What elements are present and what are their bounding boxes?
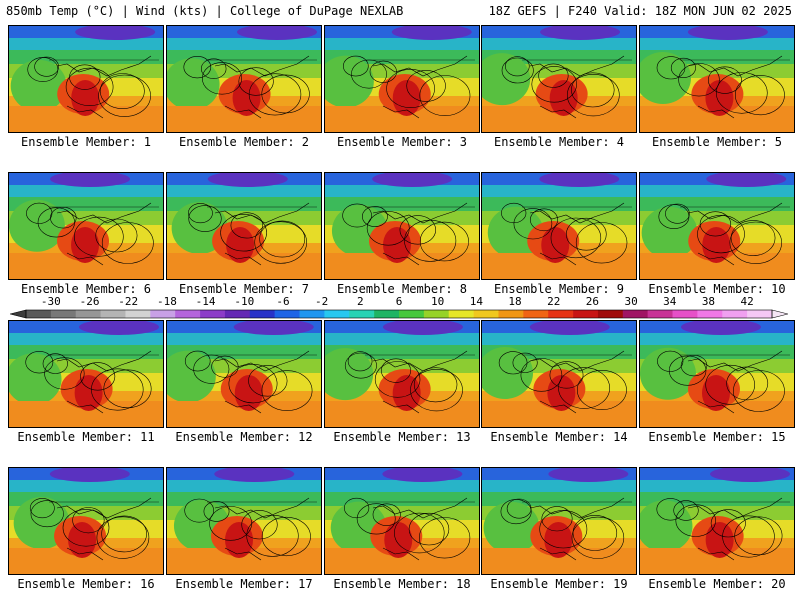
ensemble-member-8-caption: Ensemble Member: 8 [336, 282, 468, 296]
colorbar-swatch-7 [175, 310, 201, 318]
colorbar-swatch-16 [399, 310, 425, 318]
colorbar-swatch-24 [597, 310, 624, 318]
ensemble-member-9-map [481, 172, 637, 280]
ensemble-member-16-map [8, 467, 164, 575]
colorbar-swatch-28 [697, 310, 723, 318]
colorbar-min-arrow [10, 309, 27, 319]
ensemble-member-18-caption: Ensemble Member: 18 [333, 577, 471, 591]
ensemble-member-20-caption: Ensemble Member: 20 [648, 577, 786, 591]
ensemble-member-10-caption: Ensemble Member: 10 [648, 282, 786, 296]
colorbar-tick-label: 22 [547, 295, 561, 308]
ensemble-member-15-caption: Ensemble Member: 15 [648, 430, 786, 444]
chart-title: 850mb Temp (°C) | Wind (kts) | College o… [6, 4, 404, 18]
colorbar-tick-label: -30 [40, 295, 61, 308]
colorbar-tick-label: -18 [156, 295, 177, 308]
ensemble-member-13-map [324, 320, 480, 428]
colorbar-swatch-3 [75, 310, 101, 318]
colorbar-tick-label: -22 [118, 295, 139, 308]
colorbar-tick-label: -10 [234, 295, 255, 308]
colorbar-swatch-6 [150, 310, 176, 318]
ensemble-member-6-caption: Ensemble Member: 6 [20, 282, 152, 296]
ensemble-member-19-caption: Ensemble Member: 19 [490, 577, 628, 591]
colorbar-swatch-23 [573, 310, 599, 318]
colorbar-tick-label: 14 [469, 295, 483, 308]
colorbar-swatch-5 [125, 310, 151, 318]
colorbar-tick-label: 18 [508, 295, 522, 308]
ensemble-member-17-caption: Ensemble Member: 17 [175, 577, 313, 591]
ensemble-member-3-map [324, 25, 480, 133]
ensemble-member-7-map [166, 172, 322, 280]
ensemble-member-13-caption: Ensemble Member: 13 [333, 430, 471, 444]
ensemble-member-4-map [481, 25, 637, 133]
ensemble-member-7-caption: Ensemble Member: 7 [178, 282, 310, 296]
colorbar-tick-label: 42 [740, 295, 754, 308]
colorbar-swatch-19 [473, 310, 499, 318]
colorbar-swatch-8 [200, 310, 226, 318]
ensemble-member-16-caption: Ensemble Member: 16 [17, 577, 155, 591]
colorbar-swatch-18 [448, 310, 474, 318]
colorbar-swatch-11 [274, 310, 300, 318]
colorbar-swatch-30 [747, 310, 773, 318]
colorbar-swatch-20 [498, 310, 524, 318]
colorbar-tick-label: 30 [624, 295, 638, 308]
ensemble-member-8-map [324, 172, 480, 280]
ensemble-member-4-caption: Ensemble Member: 4 [493, 135, 625, 149]
colorbar-swatch-22 [548, 310, 574, 318]
ensemble-member-3-caption: Ensemble Member: 3 [336, 135, 468, 149]
temperature-colorbar [10, 309, 788, 319]
ensemble-member-5-map [639, 25, 795, 133]
colorbar-swatch-1 [26, 310, 52, 318]
colorbar-tick-label: -2 [315, 295, 329, 308]
colorbar-tick-label: 10 [431, 295, 445, 308]
colorbar-tick-label: 34 [663, 295, 677, 308]
colorbar-tick-label: -14 [195, 295, 216, 308]
ensemble-member-14-map [481, 320, 637, 428]
colorbar-tick-label: 38 [701, 295, 716, 308]
ensemble-member-19-map [481, 467, 637, 575]
colorbar-swatch-9 [224, 310, 251, 318]
ensemble-member-15-map [639, 320, 795, 428]
ensemble-member-12-caption: Ensemble Member: 12 [175, 430, 313, 444]
colorbar-swatch-27 [672, 310, 698, 318]
ensemble-member-11-map [8, 320, 164, 428]
colorbar-outline [25, 309, 773, 319]
colorbar-max-arrow [771, 309, 788, 319]
ensemble-member-17-map [166, 467, 322, 575]
ensemble-member-2-map [166, 25, 322, 133]
ensemble-member-5-caption: Ensemble Member: 5 [651, 135, 783, 149]
colorbar-swatch-15 [374, 310, 400, 318]
ensemble-member-6-map [8, 172, 164, 280]
colorbar-swatch-4 [100, 310, 126, 318]
colorbar-swatch-29 [722, 310, 748, 318]
run-valid-time: 18Z GEFS | F240 Valid: 18Z MON JUN 02 20… [488, 4, 792, 18]
ensemble-member-11-caption: Ensemble Member: 11 [17, 430, 155, 444]
ensemble-member-2-caption: Ensemble Member: 2 [178, 135, 310, 149]
colorbar-tick-label: 2 [357, 295, 364, 308]
colorbar-tick-label: -26 [79, 295, 100, 308]
colorbar-swatch-21 [523, 310, 549, 318]
colorbar-swatch-26 [647, 310, 673, 318]
colorbar-swatch-12 [299, 310, 325, 318]
colorbar-swatch-10 [249, 310, 275, 318]
colorbar-swatch-17 [423, 310, 450, 318]
ensemble-member-18-map [324, 467, 480, 575]
colorbar-swatch-2 [50, 310, 77, 318]
colorbar-tick-label: -6 [276, 295, 290, 308]
ensemble-member-12-map [166, 320, 322, 428]
ensemble-member-20-map [639, 467, 795, 575]
colorbar-swatch-13 [324, 310, 350, 318]
ensemble-member-9-caption: Ensemble Member: 9 [493, 282, 625, 296]
colorbar-tick-label: 26 [585, 295, 600, 308]
ensemble-member-1-caption: Ensemble Member: 1 [20, 135, 152, 149]
ensemble-member-1-map [8, 25, 164, 133]
colorbar-swatch-14 [349, 310, 375, 318]
colorbar-tick-label: 6 [395, 295, 403, 308]
ensemble-member-10-map [639, 172, 795, 280]
colorbar-swatch-25 [622, 310, 648, 318]
ensemble-member-14-caption: Ensemble Member: 14 [490, 430, 628, 444]
